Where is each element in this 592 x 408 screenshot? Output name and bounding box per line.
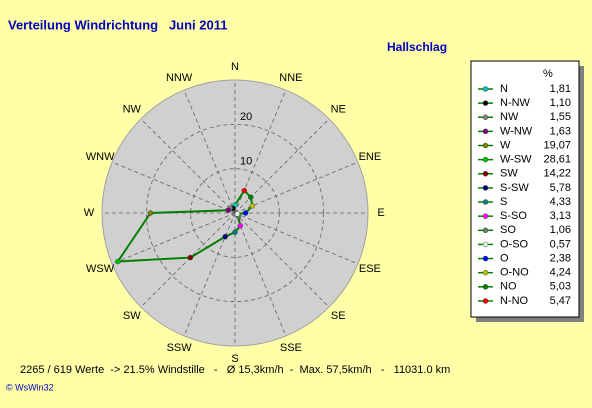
legend-value: 28,61 xyxy=(543,154,571,166)
legend-label: N xyxy=(500,83,508,95)
legend-value: 19,07 xyxy=(543,139,571,151)
r-tick-label: 10 xyxy=(240,156,252,168)
legend-label: S-SW xyxy=(500,182,529,194)
point xyxy=(147,210,154,216)
legend-label: W-NW xyxy=(500,125,533,137)
direction-label: SE xyxy=(331,310,346,322)
legend-label: S-SO xyxy=(500,210,527,222)
point xyxy=(242,210,249,216)
legend-value: 5,78 xyxy=(550,182,571,194)
spoke xyxy=(234,161,359,214)
legend-marker xyxy=(482,269,489,276)
point xyxy=(234,211,241,217)
direction-label: WSW xyxy=(86,263,115,275)
legend-marker xyxy=(482,185,489,191)
legend-label: NW xyxy=(500,111,519,123)
point xyxy=(115,258,121,265)
legend-value: 2,38 xyxy=(550,252,571,264)
spoke xyxy=(183,89,236,214)
legend-marker xyxy=(482,128,489,135)
legend-value: 1,63 xyxy=(550,125,571,137)
chart-subtitle: Hallschlag xyxy=(387,40,447,54)
legend-label: W-SW xyxy=(500,154,532,166)
legend-value: 1,06 xyxy=(550,224,571,236)
spoke xyxy=(183,212,236,337)
legend-label: W xyxy=(500,139,511,151)
point xyxy=(248,194,254,200)
legend-marker xyxy=(482,284,489,290)
legend-label: O-NO xyxy=(500,267,529,279)
legend-value: 5,03 xyxy=(550,281,571,293)
direction-label: SSW xyxy=(167,342,193,354)
legend-value: 14,22 xyxy=(543,168,571,180)
r-tick-label: 20 xyxy=(240,111,252,123)
legend-value: 5,47 xyxy=(550,295,571,307)
legend-label: S xyxy=(500,196,507,208)
legend-marker xyxy=(482,227,489,234)
direction-label: SSE xyxy=(280,342,302,354)
spoke xyxy=(234,212,330,308)
direction-label: NNW xyxy=(166,72,193,84)
spoke xyxy=(234,212,359,265)
legend-marker xyxy=(482,156,489,163)
legend-label: N-NO xyxy=(500,295,529,307)
point xyxy=(187,254,194,261)
grid-ring xyxy=(145,123,325,303)
legend-marker xyxy=(482,241,489,248)
direction-label: SW xyxy=(123,310,141,322)
legend-value: 4,24 xyxy=(550,267,571,279)
direction-label: E xyxy=(377,207,384,219)
legend-header: % xyxy=(543,68,553,80)
legend-value: 4,33 xyxy=(550,196,571,208)
chart-title: Verteilung Windrichtung Juni 2011 xyxy=(8,17,227,32)
direction-label: NE xyxy=(331,104,346,116)
point xyxy=(249,203,256,209)
direction-label: W xyxy=(84,207,95,219)
legend-value: 1,55 xyxy=(550,111,571,123)
legend-value: 1,10 xyxy=(550,97,571,109)
spoke xyxy=(140,118,236,214)
legend-marker xyxy=(482,114,489,121)
legend-value: 3,13 xyxy=(550,210,571,222)
legend-label: SO xyxy=(500,224,516,236)
legend-label: O-SO xyxy=(500,238,529,250)
direction-label: WNW xyxy=(86,151,115,163)
point xyxy=(241,187,248,194)
point xyxy=(232,229,238,235)
direction-label: N xyxy=(231,61,239,73)
legend-value: 1,81 xyxy=(550,83,571,95)
legend-marker xyxy=(482,255,489,262)
legend-value: 0,57 xyxy=(550,238,571,250)
direction-label: ESE xyxy=(359,263,381,275)
legend-marker xyxy=(482,199,489,205)
spoke xyxy=(234,212,287,337)
spoke xyxy=(140,212,236,308)
legend-marker xyxy=(482,86,489,92)
direction-label: ENE xyxy=(359,151,382,163)
legend-marker xyxy=(482,100,489,106)
legend-marker xyxy=(482,142,489,149)
point xyxy=(237,223,244,229)
point xyxy=(222,233,228,240)
copyright: © WsWin32 xyxy=(6,382,54,392)
legend-label: SW xyxy=(500,168,518,180)
point xyxy=(225,207,232,213)
direction-label: S xyxy=(231,353,238,365)
direction-label: NW xyxy=(123,104,142,116)
spoke xyxy=(111,161,236,214)
legend-marker xyxy=(482,298,489,304)
direction-label: NNE xyxy=(279,72,302,84)
legend-label: NO xyxy=(500,281,517,293)
legend-marker xyxy=(482,171,489,177)
footer: 2265 / 619 Werte -> 21.5% Windstille - Ø… xyxy=(20,364,450,376)
spoke xyxy=(111,212,236,265)
legend-label: N-NW xyxy=(500,97,531,109)
legend-marker xyxy=(482,213,489,219)
legend-label: O xyxy=(500,252,509,264)
grid-ring xyxy=(190,168,280,258)
